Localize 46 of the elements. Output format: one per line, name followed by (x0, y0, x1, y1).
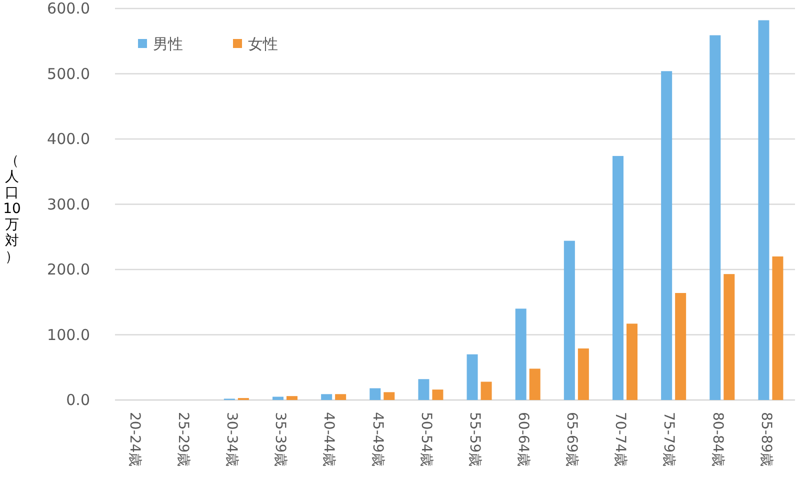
x-tick-label: 40-44歳 (320, 412, 337, 467)
x-tick-label: 65-69歳 (564, 412, 580, 467)
bar (675, 292, 686, 400)
bar (626, 324, 638, 400)
x-tick-label: 75-79歳 (660, 412, 677, 467)
y-tick-label: 600.0 (47, 0, 90, 18)
y-tick-label: 300.0 (47, 195, 90, 214)
bar (661, 71, 672, 400)
bar (758, 20, 770, 400)
y-tick-label: 500.0 (47, 64, 90, 83)
bar (612, 156, 624, 400)
bar (710, 35, 721, 400)
x-tick-label: 25-29歳 (175, 412, 192, 467)
legend-label: 男性 (153, 35, 183, 53)
bar (286, 396, 298, 400)
x-tick-label: 70-74歳 (612, 412, 628, 467)
bar (466, 354, 478, 400)
bar (418, 379, 430, 400)
bar (564, 240, 575, 400)
legend-label: 女性 (248, 35, 278, 53)
bar (272, 396, 284, 400)
bar (529, 368, 540, 400)
x-tick-label: 20-24歳 (126, 412, 142, 467)
x-tick-label: 55-59歳 (466, 412, 482, 467)
y-tick-label: 200.0 (47, 260, 90, 278)
y-tick-label: 0.0 (66, 391, 90, 409)
x-tick-label: 45-49歳 (369, 412, 386, 467)
x-tick-label: 80-84歳 (709, 412, 726, 467)
bar (432, 390, 444, 400)
bar (384, 392, 395, 400)
x-tick-label: 60-64歳 (515, 412, 532, 467)
y-tick-label: 400.0 (47, 130, 90, 148)
bar (772, 256, 784, 400)
bar (515, 308, 526, 400)
x-tick-label: 50-54歳 (418, 412, 434, 467)
bar (335, 394, 346, 400)
x-tick-label: 30-34歳 (224, 412, 240, 467)
bar (724, 274, 735, 400)
bar (578, 348, 589, 400)
y-tick-label: 100.0 (47, 326, 90, 344)
y-axis-title: （人口10万対） (3, 153, 21, 265)
x-tick-label: 35-39歳 (272, 412, 288, 467)
bar (370, 388, 381, 400)
bar (480, 382, 492, 400)
bar (321, 394, 332, 400)
x-tick-label: 85-89歳 (758, 412, 774, 467)
